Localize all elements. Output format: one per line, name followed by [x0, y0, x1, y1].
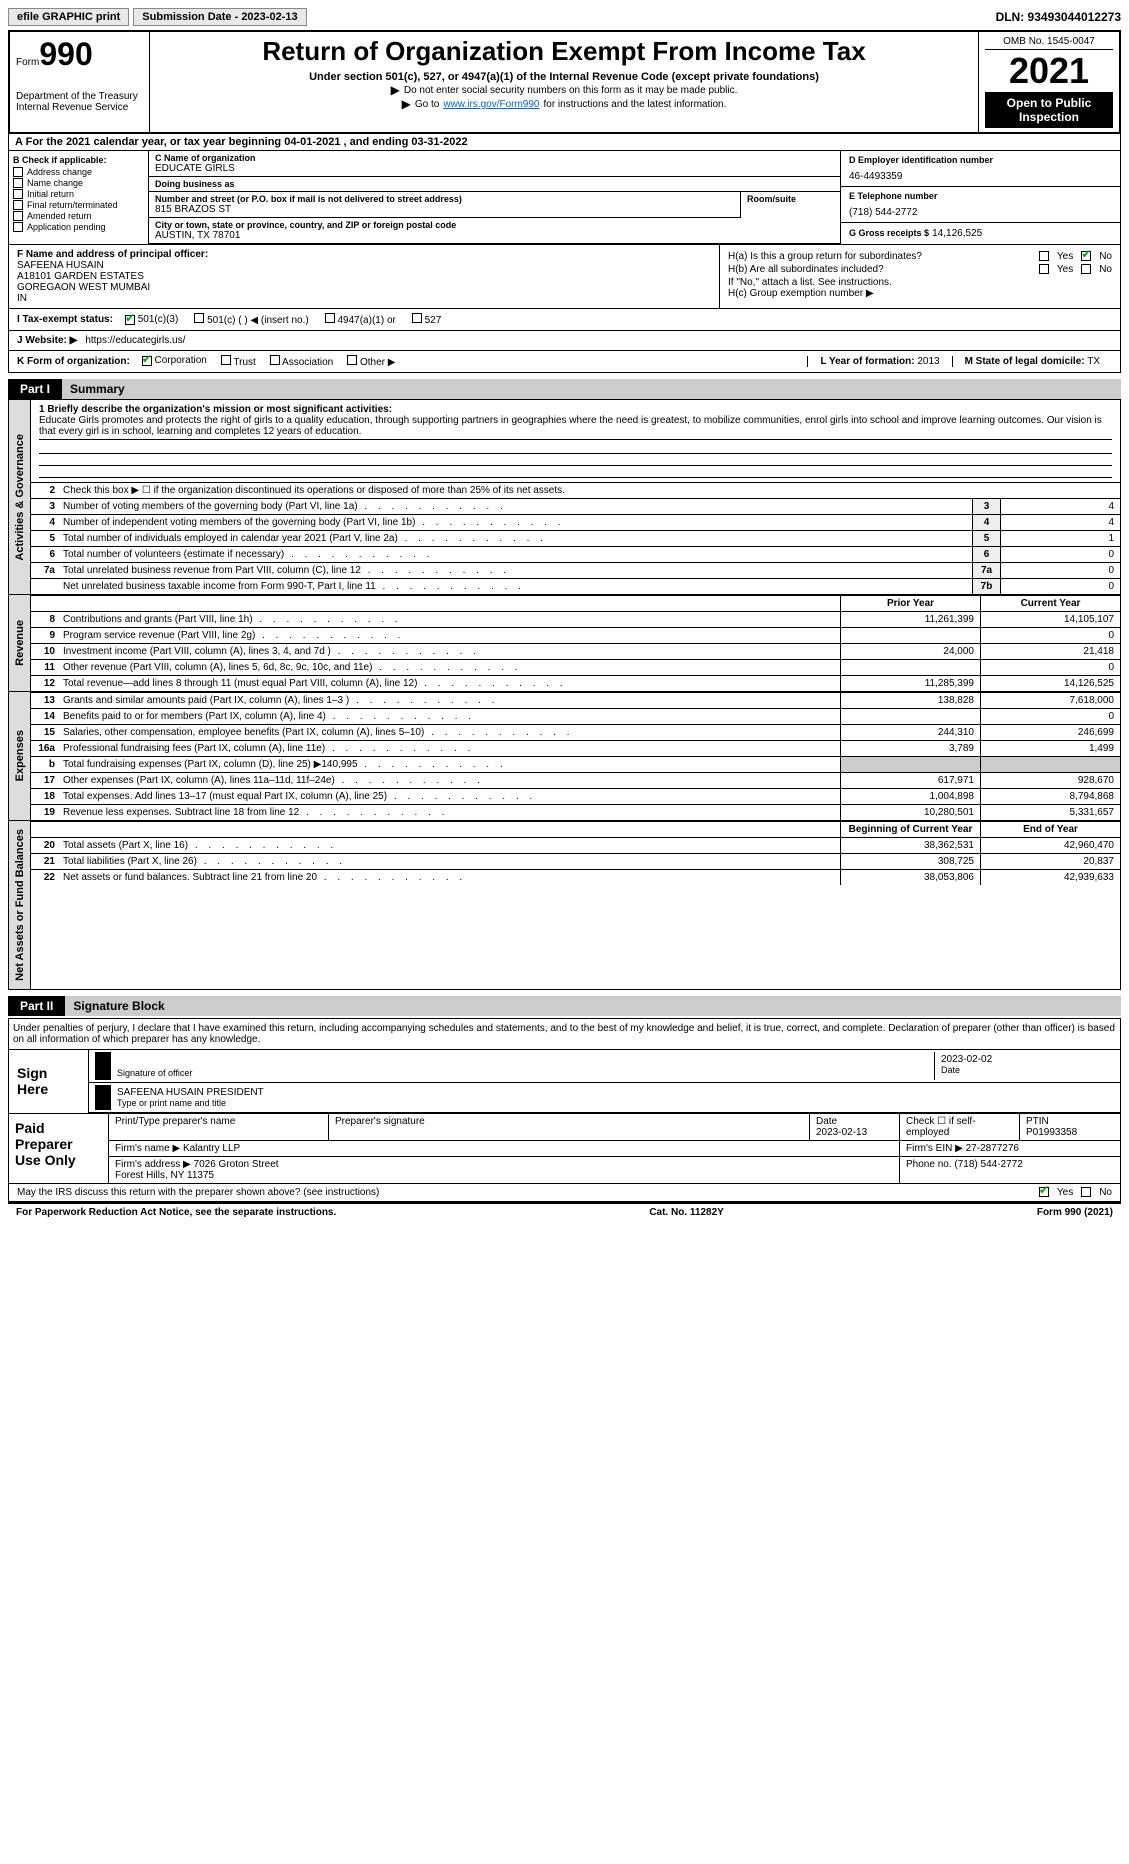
q2-text: Check this box ▶ ☐ if the organization d… [59, 483, 1120, 498]
dba-label: Doing business as [155, 179, 834, 189]
vtab-expenses: Expenses [14, 722, 26, 789]
year-cell: OMB No. 1545-0047 2021 Open to Public In… [979, 32, 1119, 132]
paid-preparer-label: Paid Preparer Use Only [9, 1114, 109, 1183]
mission-label: 1 Briefly describe the organization's mi… [39, 404, 1112, 415]
gross: 14,126,525 [932, 228, 982, 239]
room-label: Room/suite [747, 194, 834, 204]
website-label: J Website: ▶ [17, 335, 77, 346]
part2-title: Signature Block [65, 996, 1121, 1016]
part1-title: Summary [62, 379, 1121, 399]
street: 815 BRAZOS ST [155, 204, 734, 215]
vtab-netassets: Net Assets or Fund Balances [14, 821, 26, 989]
beg-year-hdr: Beginning of Current Year [840, 822, 980, 837]
part1-label: Part I [8, 379, 62, 399]
ein: 46-4493359 [849, 171, 1112, 182]
org-name: EDUCATE GIRLS [155, 163, 834, 174]
part2-label: Part II [8, 996, 65, 1016]
city-label: City or town, state or province, country… [155, 220, 834, 230]
title-cell: Return of Organization Exempt From Incom… [150, 32, 979, 132]
city: AUSTIN, TX 78701 [155, 230, 834, 241]
phone-label: E Telephone number [849, 191, 1112, 201]
sig-intro: Under penalties of perjury, I declare th… [9, 1019, 1120, 1050]
tax-status-label: I Tax-exempt status: [17, 314, 113, 325]
phone: (718) 544-2772 [849, 207, 1112, 218]
form-org-label: K Form of organization: [17, 356, 130, 367]
paperwork-notice: For Paperwork Reduction Act Notice, see … [16, 1207, 336, 1218]
cat-no: Cat. No. 11282Y [649, 1207, 723, 1218]
website-url: https://educategirls.us/ [85, 335, 185, 346]
tax-year-period: A For the 2021 calendar year, or tax yea… [9, 134, 1120, 150]
submission-date-button[interactable]: Submission Date - 2023-02-13 [133, 8, 306, 26]
section-h: H(a) Is this a group return for subordin… [720, 245, 1120, 308]
vtab-governance: Activities & Governance [14, 426, 26, 569]
org-name-label: C Name of organization [155, 153, 834, 163]
form-number-cell: Form990 Department of the Treasury Inter… [10, 32, 150, 132]
gross-label: G Gross receipts $ [849, 228, 929, 238]
irs-link[interactable]: www.irs.gov/Form990 [443, 99, 539, 110]
curr-year-hdr: Current Year [980, 596, 1120, 611]
street-label: Number and street (or P.O. box if mail i… [155, 194, 734, 204]
efile-button[interactable]: efile GRAPHIC print [8, 8, 129, 26]
prior-year-hdr: Prior Year [840, 596, 980, 611]
discuss-text: May the IRS discuss this return with the… [17, 1187, 379, 1198]
section-b-checkboxes: B Check if applicable: Address changeNam… [9, 151, 149, 244]
mission-text: Educate Girls promotes and protects the … [39, 415, 1112, 440]
end-year-hdr: End of Year [980, 822, 1120, 837]
ein-label: D Employer identification number [849, 155, 1112, 165]
section-f: F Name and address of principal officer:… [9, 245, 720, 308]
dln-text: DLN: 93493044012273 [996, 10, 1121, 24]
vtab-revenue: Revenue [14, 612, 26, 674]
form-footer: Form 990 (2021) [1037, 1207, 1113, 1218]
sign-here-label: Sign Here [9, 1050, 89, 1113]
